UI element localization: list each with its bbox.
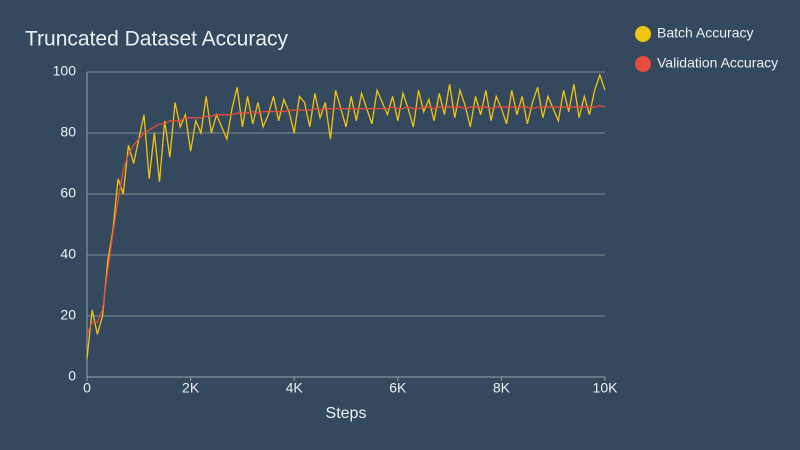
y-tick-label: 80 — [60, 124, 76, 140]
y-tick-label: 0 — [68, 368, 76, 384]
y-tick-label: 20 — [60, 307, 76, 323]
x-tick-label: 2K — [182, 380, 200, 396]
y-tick-label: 40 — [60, 246, 76, 262]
x-tick-label: 10K — [593, 380, 619, 396]
legend-marker — [635, 26, 651, 42]
x-tick-label: 8K — [493, 380, 511, 396]
line-series — [86, 104, 606, 335]
legend-label: Batch Accuracy — [657, 25, 754, 41]
legend-label: Validation Accuracy — [657, 55, 778, 71]
x-tick-label: 6K — [389, 380, 407, 396]
x-tick-label: 4K — [286, 380, 304, 396]
legend-marker — [635, 56, 651, 72]
chart-title: Truncated Dataset Accuracy — [25, 28, 289, 51]
y-tick-label: 60 — [60, 185, 76, 201]
x-axis-label: Steps — [326, 405, 367, 422]
y-tick-label: 100 — [53, 63, 77, 79]
x-tick-label: 0 — [83, 380, 91, 396]
